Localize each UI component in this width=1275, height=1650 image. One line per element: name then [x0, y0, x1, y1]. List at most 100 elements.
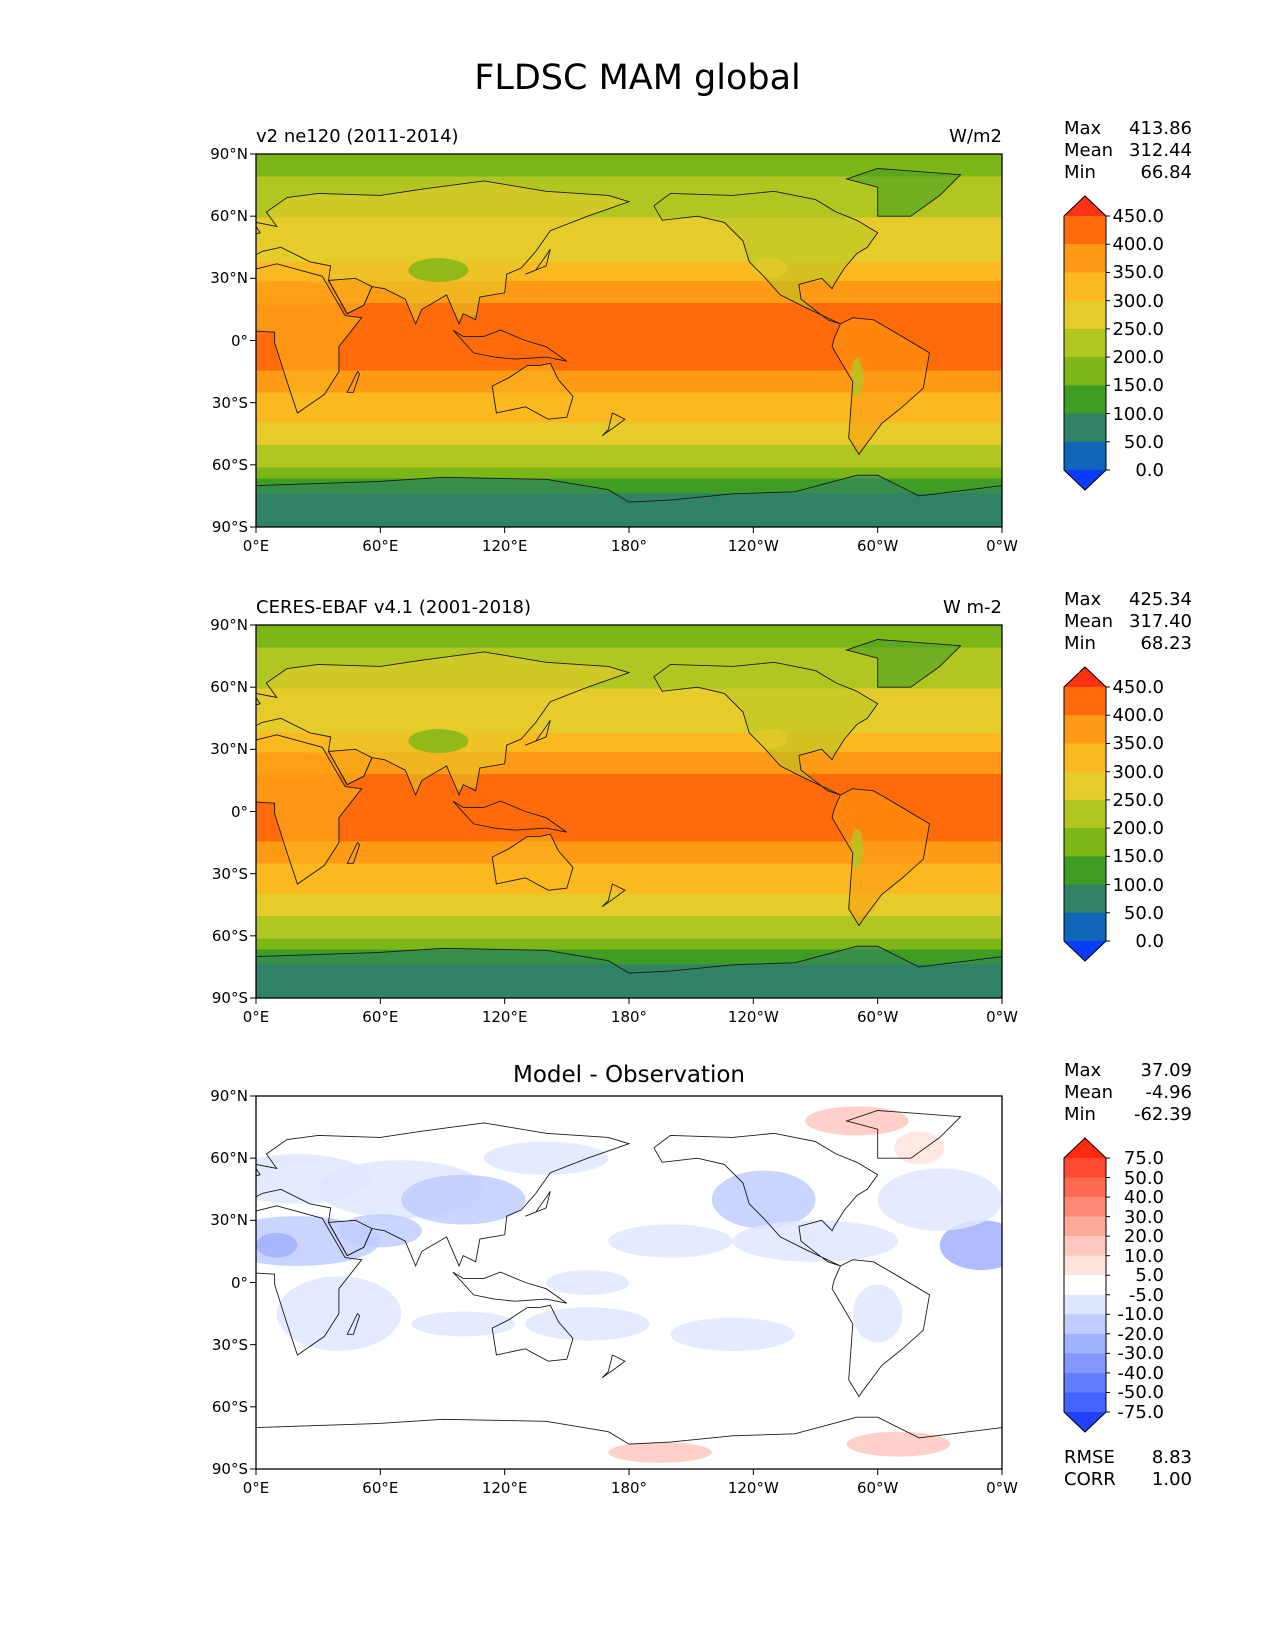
stat-row: Mean 312.44	[1064, 140, 1192, 162]
coastline-indonesia	[452, 800, 568, 833]
colorbar-segment	[1064, 272, 1106, 302]
andes-region	[850, 357, 863, 398]
colorbar-tick-label: 200.0	[1112, 818, 1164, 840]
colorbar-tick-label: 0.0	[1135, 460, 1164, 481]
stat-value: 66.84	[1140, 162, 1192, 183]
colorbar-tick-label: 300.0	[1112, 290, 1164, 312]
panel-units-label: W/m2	[949, 126, 1002, 147]
stat-key: Min	[1064, 162, 1096, 183]
warm-pool-region	[426, 310, 667, 363]
colorbar-tick-label: 0.0	[1135, 931, 1164, 952]
land-antarctica	[256, 946, 1002, 998]
colorbar-tick-label: 400.0	[1112, 705, 1164, 727]
lat-tick-label: 60°N	[210, 1149, 248, 1168]
colorbar-tick-label: 5.0	[1135, 1265, 1164, 1287]
lon-tick-label: 120°E	[481, 537, 528, 555]
colorbar-segment	[1064, 1353, 1106, 1374]
stat-row: Mean 317.40	[1064, 611, 1192, 633]
sahara-region	[256, 751, 338, 780]
lat-tick-label: 30°N	[210, 740, 248, 759]
colorbar-tick-label: 200.0	[1112, 347, 1164, 369]
colorbar-tick-label: 300.0	[1112, 761, 1164, 783]
colorbar-tick-label: 400.0	[1112, 234, 1164, 256]
coastline-australia	[491, 1304, 574, 1362]
difference-anomaly	[483, 1141, 609, 1175]
stat-row: Min 68.23	[1064, 633, 1192, 655]
colorbar-tick-label: -20.0	[1117, 1323, 1164, 1345]
difference-anomaly	[608, 1224, 733, 1258]
colorbar-tick-label: 250.0	[1112, 318, 1164, 340]
model-field	[256, 154, 1002, 527]
coastline-greenland	[845, 639, 962, 688]
metric-row: CORR 1.00	[1064, 1469, 1192, 1491]
difference-anomaly	[401, 1174, 526, 1225]
land-australia	[492, 363, 573, 420]
difference-anomaly	[805, 1106, 909, 1136]
coastline-samerica	[831, 788, 930, 927]
stat-key: Mean	[1064, 611, 1114, 632]
stat-row: Min 66.84	[1064, 162, 1192, 184]
panel-title: Model - Observation	[512, 1062, 746, 1088]
difference-anomaly	[525, 1307, 650, 1341]
coastline-nz	[601, 883, 626, 908]
lat-tick-label: 30°S	[211, 1335, 248, 1354]
lon-tick-label: 0°W	[986, 1479, 1018, 1497]
coastline-samerica	[831, 317, 930, 456]
difference-anomaly	[877, 1168, 1002, 1231]
colorbar-segment	[1064, 856, 1106, 886]
coastline-africa	[256, 734, 363, 885]
difference-anomaly	[939, 1220, 1002, 1271]
stat-value: 413.86	[1129, 118, 1192, 139]
rockies-region	[751, 728, 788, 749]
colorbar-segment	[1064, 300, 1106, 330]
metric-key: RMSE	[1064, 1447, 1115, 1468]
panel-left-label: CERES-EBAF v4.1 (2001-2018)	[256, 597, 532, 618]
land-samerica	[832, 317, 930, 455]
lon-tick-label: 0°E	[242, 1479, 270, 1497]
colorbar-segment	[1064, 799, 1106, 829]
stat-value: 68.23	[1140, 633, 1192, 654]
colorbar-tick-label: -50.0	[1117, 1382, 1164, 1404]
colorbar-segment	[1064, 1177, 1106, 1198]
lon-tick-label: 120°W	[727, 1008, 779, 1026]
colorbar-segment	[1064, 1372, 1106, 1393]
coastline-namerica	[653, 190, 879, 325]
andes-region	[850, 828, 863, 869]
map-frames	[250, 153, 1003, 1475]
colorbar-top-arrow	[1064, 667, 1106, 687]
land-australia	[492, 834, 573, 891]
coastline-arabia	[327, 1219, 373, 1257]
colorbar-segment	[1064, 743, 1106, 773]
lon-tick-label: 60°W	[856, 537, 899, 555]
colorbar-tick-label: 50.0	[1123, 1167, 1164, 1189]
lon-tick-label: 0°W	[986, 537, 1018, 555]
coastline-japan	[525, 249, 551, 275]
lon-tick-label: 180°	[610, 537, 648, 555]
coastline-madagascar	[346, 370, 361, 393]
coastline-australia	[491, 362, 574, 420]
tibet-region	[408, 729, 469, 754]
stat-row: Max 425.34	[1064, 589, 1192, 611]
colorbar-tick-label: 350.0	[1112, 262, 1164, 284]
colorbar-segment	[1064, 715, 1106, 744]
colorbar-segment	[1064, 771, 1106, 801]
difference-anomaly	[711, 1170, 816, 1229]
lon-tick-label: 0°E	[242, 537, 270, 555]
colorbar-tick-label: -10.0	[1117, 1304, 1164, 1326]
lon-tick-label: 180°	[610, 1008, 648, 1026]
lat-tick-label: 0°	[230, 802, 248, 821]
difference-anomaly	[256, 1232, 298, 1258]
stat-key: Mean	[1064, 140, 1114, 161]
difference-anomaly	[894, 1131, 944, 1165]
coastline-japan	[525, 1191, 551, 1217]
lon-tick-label: 60°W	[856, 1479, 899, 1497]
colorbar-tick-label: 50.0	[1123, 431, 1164, 453]
colorbar-segment	[1064, 884, 1106, 914]
lon-tick-label: 120°W	[727, 537, 779, 555]
coastline-antarctica	[256, 474, 1002, 527]
lat-tick-label: 60°S	[211, 455, 248, 474]
difference-anomaly	[670, 1317, 795, 1351]
land-arabia	[328, 749, 372, 785]
difference-anomaly	[338, 1214, 422, 1248]
lon-tick-label: 60°W	[856, 1008, 899, 1026]
